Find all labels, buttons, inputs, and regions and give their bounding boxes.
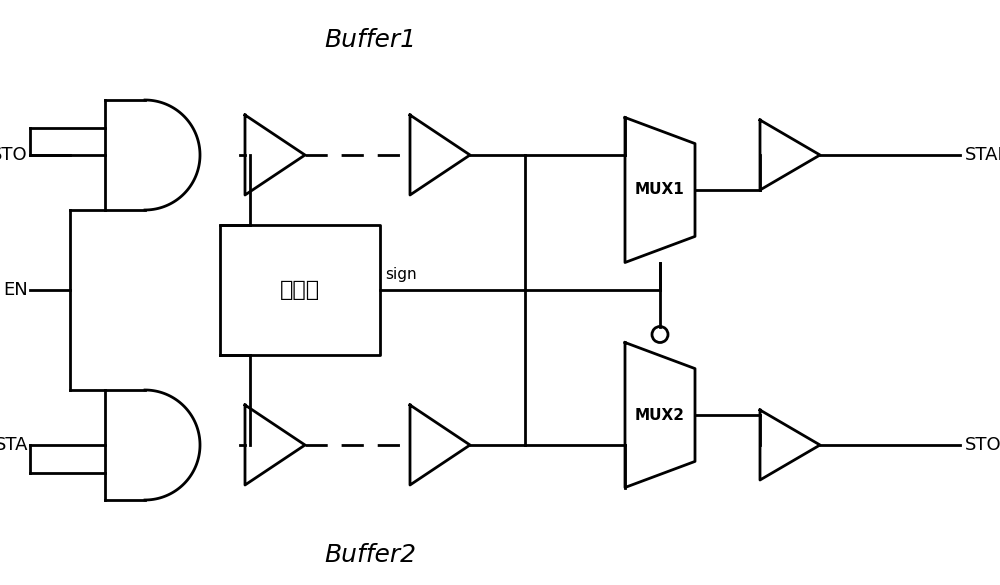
Text: STO: STO: [0, 146, 28, 164]
Text: MUX1: MUX1: [635, 183, 685, 198]
Text: Buffer2: Buffer2: [324, 543, 416, 567]
Text: 裁决器: 裁决器: [280, 280, 320, 300]
Text: STOP: STOP: [965, 436, 1000, 454]
Text: MUX2: MUX2: [635, 408, 685, 422]
Text: EN: EN: [3, 281, 28, 299]
Text: Buffer1: Buffer1: [324, 28, 416, 52]
Text: STA: STA: [0, 436, 28, 454]
Text: sign: sign: [385, 267, 417, 282]
Text: START: START: [965, 146, 1000, 164]
